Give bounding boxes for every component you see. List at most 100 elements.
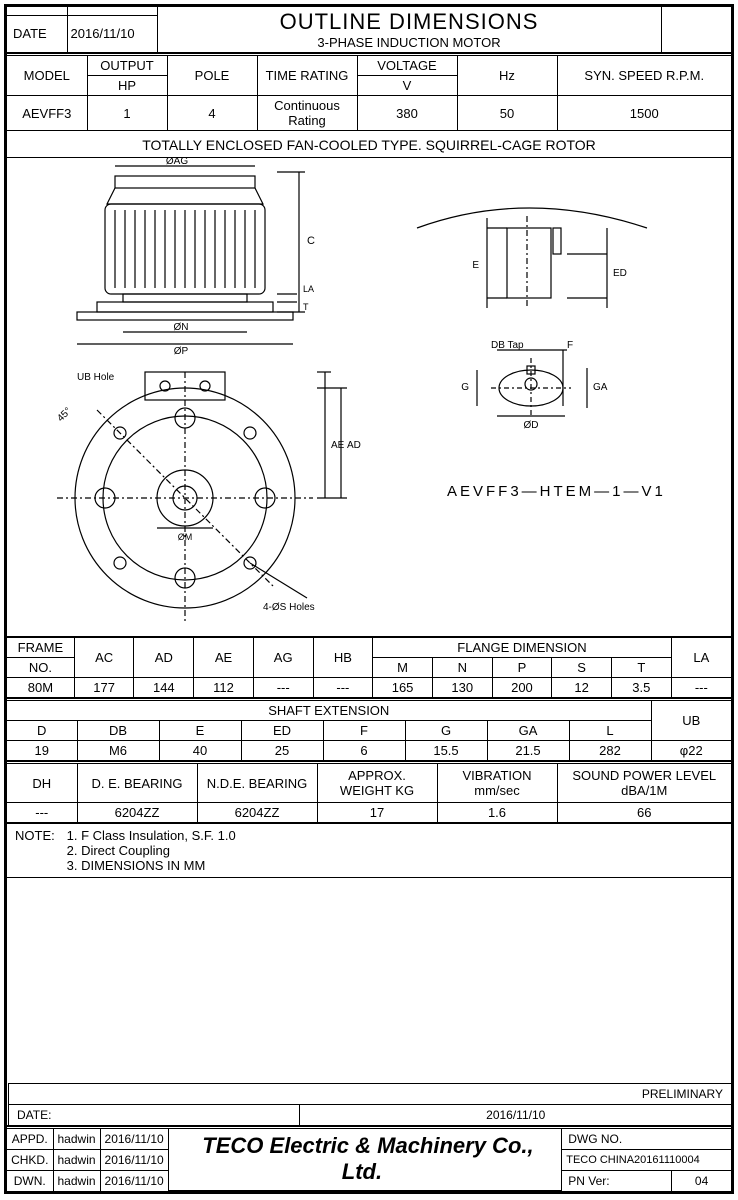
- t2-DB: DB: [77, 721, 159, 741]
- t3-c4: VIBRATION mm/sec: [437, 763, 557, 803]
- t2-r4: 6: [323, 741, 405, 761]
- flange-front-view: [57, 372, 347, 624]
- col-hz: Hz: [457, 55, 557, 96]
- label-C: C: [307, 235, 315, 247]
- label-T: T: [303, 302, 309, 312]
- t1-S: S: [552, 658, 612, 678]
- col-output: OUTPUT: [87, 55, 167, 76]
- drawing-frame: OUTLINE DIMENSIONS 3-PHASE INDUCTION MOT…: [4, 4, 734, 1194]
- pn-label: PN Ver:: [562, 1170, 672, 1191]
- label-AE: AE: [331, 440, 345, 451]
- role-chkd: CHKD.: [7, 1149, 53, 1170]
- t1-flange: FLANGE DIMENSION: [373, 638, 671, 658]
- dwn-name: hadwin: [53, 1170, 100, 1191]
- t1-r7: 130: [432, 678, 492, 698]
- shaft-detail: [417, 208, 647, 308]
- subtitle: 3-PHASE INDUCTION MOTOR: [161, 35, 658, 50]
- col-time-rating: TIME RATING: [257, 55, 357, 96]
- t3-c1: D. E. BEARING: [77, 763, 197, 803]
- label-F: F: [567, 340, 573, 351]
- spec-syn-speed: 1500: [557, 96, 731, 131]
- t3-r2: 6204ZZ: [197, 803, 317, 823]
- t2-r0: 19: [7, 741, 77, 761]
- t2-r3: 25: [241, 741, 323, 761]
- t1-frame: FRAME: [7, 638, 74, 658]
- dim-table-2: SHAFT EXTENSION UB D DB E ED F G GA L 19…: [7, 698, 731, 761]
- prelim-date: 2016/11/10: [300, 1104, 732, 1125]
- prelim-label: PRELIMINARY: [9, 1083, 732, 1104]
- prelim-area: PRELIMINARY DATE: 2016/11/10: [7, 878, 731, 1126]
- label-45: 45°: [55, 406, 73, 424]
- t1-r6: 165: [373, 678, 433, 698]
- t2-G: G: [405, 721, 487, 741]
- appd-date: 2016/11/10: [100, 1127, 168, 1149]
- col-pole: POLE: [167, 55, 257, 96]
- col-syn-speed: SYN. SPEED R.P.M.: [557, 55, 731, 96]
- t3-c5: SOUND POWER LEVEL dBA/1M: [557, 763, 731, 803]
- t1-r11: ---: [671, 678, 731, 698]
- label-dD: ØD: [524, 420, 539, 431]
- t1-r9: 12: [552, 678, 612, 698]
- t2-ED: ED: [241, 721, 323, 741]
- title: OUTLINE DIMENSIONS: [161, 9, 658, 35]
- t1-r8: 200: [492, 678, 552, 698]
- t3-r4: 1.6: [437, 803, 557, 823]
- t1-LA: LA: [671, 638, 731, 678]
- t2-ub: UB: [651, 700, 731, 741]
- t1-r3: 112: [194, 678, 254, 698]
- t3-r3: 17: [317, 803, 437, 823]
- label-dN: ØN: [174, 322, 189, 333]
- t1-AC: AC: [74, 638, 134, 678]
- t2-r7: 282: [569, 741, 651, 761]
- header-date: 2016/11/10: [67, 15, 157, 52]
- t1-AE: AE: [194, 638, 254, 678]
- t2-r6: 21.5: [487, 741, 569, 761]
- footer-block: APPD. hadwin 2016/11/10 TECO Electric & …: [7, 1126, 731, 1192]
- label-E: E: [472, 260, 479, 271]
- label-DBTap: DB Tap: [491, 340, 524, 351]
- dim-table-1: FRAME AC AD AE AG HB FLANGE DIMENSION LA…: [7, 637, 731, 698]
- t3-r5: 66: [557, 803, 731, 823]
- pn-ver: 04: [672, 1170, 731, 1191]
- t3-r1: 6204ZZ: [77, 803, 197, 823]
- spec-pole: 4: [167, 96, 257, 131]
- notes-block: NOTE: 1. F Class Insulation, S.F. 1.0 2.…: [7, 823, 731, 878]
- t1-r4: ---: [253, 678, 313, 698]
- t3-c3: APPROX. WEIGHT KG: [317, 763, 437, 803]
- t1-r0: 80M: [7, 678, 74, 698]
- role-appd: APPD.: [7, 1127, 53, 1149]
- note-2: 2. Direct Coupling: [67, 843, 236, 858]
- t1-AD: AD: [134, 638, 194, 678]
- section-caption: TOTALLY ENCLOSED FAN-COOLED TYPE. SQUIRR…: [7, 131, 731, 157]
- title-block: OUTLINE DIMENSIONS 3-PHASE INDUCTION MOT…: [7, 7, 731, 53]
- spec-time-rating: Continuous Rating: [257, 96, 357, 131]
- dwn-date: 2016/11/10: [100, 1170, 168, 1191]
- t1-r5: ---: [313, 678, 373, 698]
- prelim-box: PRELIMINARY DATE: 2016/11/10: [8, 1083, 732, 1126]
- motor-drawing: ØAG C LA T ØN ØP: [7, 158, 735, 636]
- t2-r5: 15.5: [405, 741, 487, 761]
- t1-N: N: [432, 658, 492, 678]
- label-LA: LA: [303, 284, 314, 294]
- t2-r2: 40: [159, 741, 241, 761]
- label-GA: GA: [593, 382, 608, 393]
- label-ED: ED: [613, 268, 627, 279]
- label-dAG: ØAG: [166, 158, 188, 167]
- dim-table-3: DH D. E. BEARING N.D.E. BEARING APPROX. …: [7, 761, 731, 823]
- note-1: 1. F Class Insulation, S.F. 1.0: [67, 828, 236, 843]
- t2-hdr: SHAFT EXTENSION: [7, 700, 651, 721]
- spec-output: 1: [87, 96, 167, 131]
- prelim-date-label: DATE:: [9, 1104, 300, 1125]
- t3-c2: N.D.E. BEARING: [197, 763, 317, 803]
- t1-HB: HB: [313, 638, 373, 678]
- t2-r8: φ22: [651, 741, 731, 761]
- col-output-sub: HP: [87, 76, 167, 96]
- dwg-label: DWG NO.: [562, 1127, 731, 1149]
- t1-T: T: [611, 658, 671, 678]
- spec-voltage: 380: [357, 96, 457, 131]
- company-name: TECO Electric & Machinery Co., Ltd.: [168, 1127, 562, 1191]
- role-dwn: DWN.: [7, 1170, 53, 1191]
- t1-AG: AG: [253, 638, 313, 678]
- col-voltage: VOLTAGE: [357, 55, 457, 76]
- drawing-area: ØAG C LA T ØN ØP: [7, 157, 731, 637]
